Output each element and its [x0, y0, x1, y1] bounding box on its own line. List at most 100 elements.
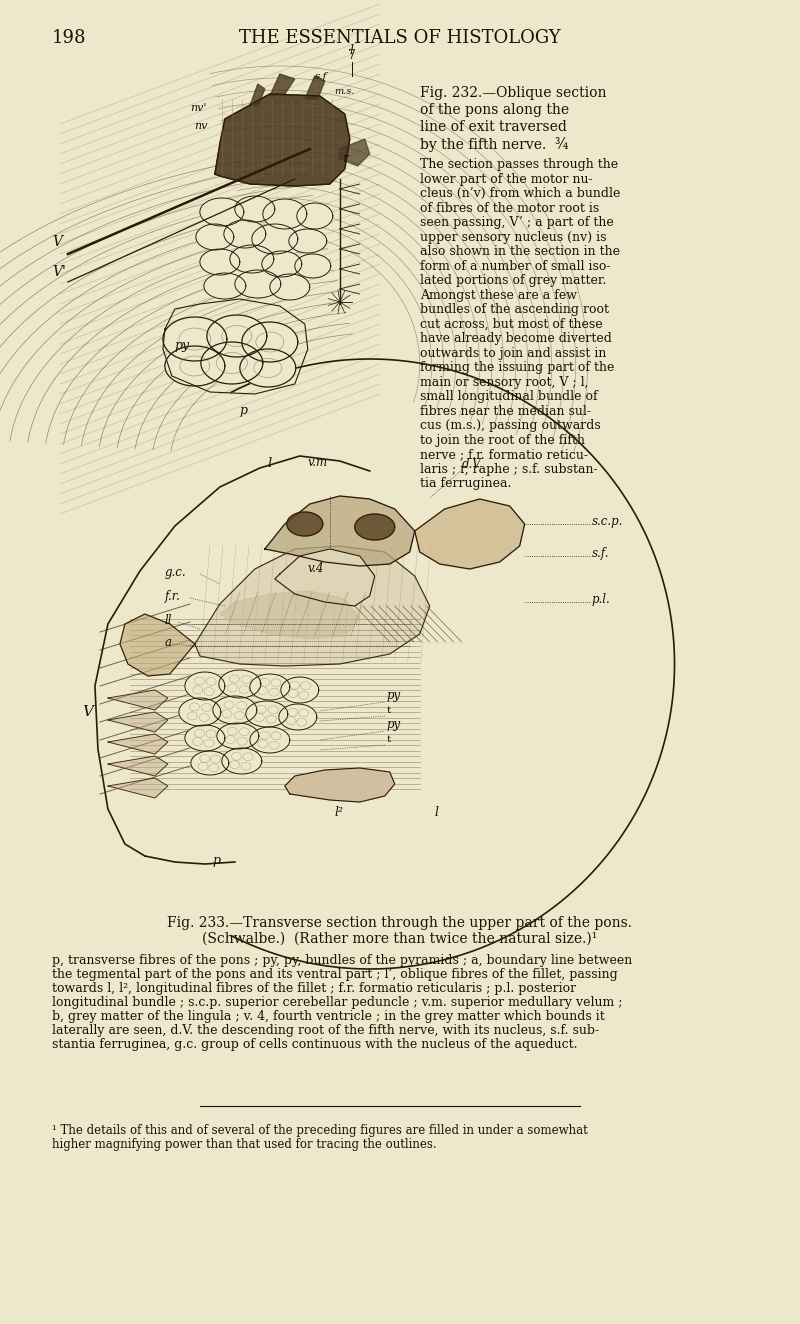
Polygon shape	[185, 673, 225, 700]
Text: py: py	[386, 718, 401, 731]
Text: of fibres of the motor root is: of fibres of the motor root is	[420, 201, 599, 214]
Polygon shape	[265, 496, 414, 565]
Text: laterally are seen, d.V. the descending root of the fifth nerve, with its nucleu: laterally are seen, d.V. the descending …	[52, 1023, 599, 1037]
Text: p, transverse fibres of the pons ; py, py, bundles of the pyramids ; a, boundary: p, transverse fibres of the pons ; py, p…	[52, 955, 632, 967]
Polygon shape	[108, 733, 168, 753]
Text: py: py	[386, 688, 401, 702]
Text: longitudinal bundle ; s.c.p. superior cerebellar peduncle ; v.m. superior medull: longitudinal bundle ; s.c.p. superior ce…	[52, 996, 622, 1009]
Polygon shape	[297, 203, 333, 229]
Polygon shape	[230, 245, 274, 273]
Polygon shape	[185, 726, 225, 751]
Text: of the pons along the: of the pons along the	[420, 103, 569, 117]
Text: forming the issuing part of the: forming the issuing part of the	[420, 361, 614, 373]
Text: cut across, but most of these: cut across, but most of these	[420, 318, 602, 331]
Polygon shape	[108, 690, 168, 710]
Text: THE ESSENTIALS OF HISTOLOGY: THE ESSENTIALS OF HISTOLOGY	[239, 29, 561, 46]
Polygon shape	[120, 614, 195, 677]
Text: v.m: v.m	[308, 455, 328, 469]
Polygon shape	[219, 670, 261, 698]
Text: fibres near the median sul-: fibres near the median sul-	[420, 405, 590, 417]
Text: f.r.: f.r.	[165, 591, 181, 602]
Text: t: t	[386, 735, 391, 744]
Polygon shape	[108, 779, 168, 798]
Polygon shape	[270, 274, 310, 301]
Text: cus (m.s.), passing outwards: cus (m.s.), passing outwards	[420, 418, 601, 432]
Polygon shape	[215, 94, 350, 185]
Polygon shape	[246, 700, 288, 727]
Polygon shape	[275, 549, 374, 606]
Text: V: V	[82, 704, 93, 719]
Polygon shape	[195, 545, 430, 666]
Polygon shape	[354, 514, 394, 540]
Polygon shape	[235, 270, 281, 298]
Text: outwards to join and assist in: outwards to join and assist in	[420, 347, 606, 360]
Polygon shape	[250, 674, 290, 700]
Text: tia ferruginea.: tia ferruginea.	[420, 477, 511, 490]
Polygon shape	[250, 727, 290, 753]
Text: s.c.p.: s.c.p.	[591, 515, 623, 527]
Text: m.s.: m.s.	[334, 87, 355, 97]
Text: small longitudinal bundle of: small longitudinal bundle of	[420, 391, 598, 402]
Text: b, grey matter of the lingula ; v. 4, fourth ventricle ; in the grey matter whic: b, grey matter of the lingula ; v. 4, fo…	[52, 1010, 605, 1023]
Text: main or sensory root, V ; l,: main or sensory root, V ; l,	[420, 376, 588, 388]
Polygon shape	[294, 254, 330, 278]
Polygon shape	[270, 74, 294, 97]
Polygon shape	[285, 768, 394, 802]
Text: The section passes through the: The section passes through the	[420, 158, 618, 171]
Text: l: l	[434, 806, 438, 820]
Text: also shown in the section in the: also shown in the section in the	[420, 245, 620, 258]
Polygon shape	[414, 499, 525, 569]
Text: upper sensory nucleus (nv) is: upper sensory nucleus (nv) is	[420, 230, 606, 244]
Polygon shape	[207, 315, 267, 357]
Polygon shape	[279, 704, 317, 730]
Text: higher magnifying power than that used for tracing the outlines.: higher magnifying power than that used f…	[52, 1139, 437, 1151]
Text: g.c.: g.c.	[165, 565, 186, 579]
Text: bundles of the ascending root: bundles of the ascending root	[420, 303, 609, 316]
Text: towards l, l², longitudinal fibres of the fillet ; f.r. formatio reticularis ; p: towards l, l², longitudinal fibres of th…	[52, 982, 576, 996]
Text: py: py	[175, 339, 190, 352]
Text: p: p	[213, 854, 221, 867]
Polygon shape	[196, 224, 234, 250]
Polygon shape	[242, 322, 298, 361]
Text: r: r	[342, 152, 347, 166]
Text: line of exit traversed: line of exit traversed	[420, 120, 566, 134]
Text: Fig. 232.—Oblique section: Fig. 232.—Oblique section	[420, 86, 606, 101]
Polygon shape	[289, 229, 326, 253]
Polygon shape	[163, 316, 227, 361]
Text: ¹ The details of this and of several of the preceding figures are filled in unde: ¹ The details of this and of several of …	[52, 1124, 588, 1137]
Text: lated portions of grey matter.: lated portions of grey matter.	[420, 274, 606, 287]
Text: nv': nv'	[190, 103, 206, 113]
Text: 198: 198	[52, 29, 86, 46]
Polygon shape	[200, 249, 240, 275]
Text: V: V	[52, 234, 62, 249]
Polygon shape	[263, 199, 306, 229]
Text: p: p	[240, 404, 248, 417]
Text: ll: ll	[165, 614, 172, 628]
Polygon shape	[287, 512, 322, 536]
Text: Amongst these are a few: Amongst these are a few	[420, 289, 577, 302]
Polygon shape	[165, 346, 225, 387]
Polygon shape	[108, 712, 168, 732]
Text: the tegmental part of the pons and its ventral part ; l’, oblique fibres of the : the tegmental part of the pons and its v…	[52, 968, 618, 981]
Text: to join the root of the fifth: to join the root of the fifth	[420, 433, 585, 446]
Text: nv: nv	[194, 120, 207, 131]
Polygon shape	[281, 677, 318, 703]
Polygon shape	[220, 591, 360, 639]
Text: stantia ferruginea, g.c. group of cells continuous with the nucleus of the aqued: stantia ferruginea, g.c. group of cells …	[52, 1038, 578, 1051]
Polygon shape	[217, 723, 259, 749]
Text: t: t	[386, 706, 391, 715]
Text: cleus (n’v) from which a bundle: cleus (n’v) from which a bundle	[420, 187, 620, 200]
Polygon shape	[179, 698, 221, 726]
Text: l: l	[268, 457, 272, 470]
Text: 7: 7	[348, 49, 356, 62]
Text: nerve ; f.r. formatio reticu-: nerve ; f.r. formatio reticu-	[420, 448, 588, 461]
Polygon shape	[262, 252, 302, 277]
Text: s.f: s.f	[314, 71, 327, 81]
Polygon shape	[108, 756, 168, 776]
Polygon shape	[305, 75, 325, 99]
Polygon shape	[252, 224, 298, 254]
Text: p.l.: p.l.	[591, 593, 610, 605]
Text: s.f.: s.f.	[591, 547, 609, 560]
Polygon shape	[235, 196, 275, 222]
Polygon shape	[240, 350, 296, 387]
